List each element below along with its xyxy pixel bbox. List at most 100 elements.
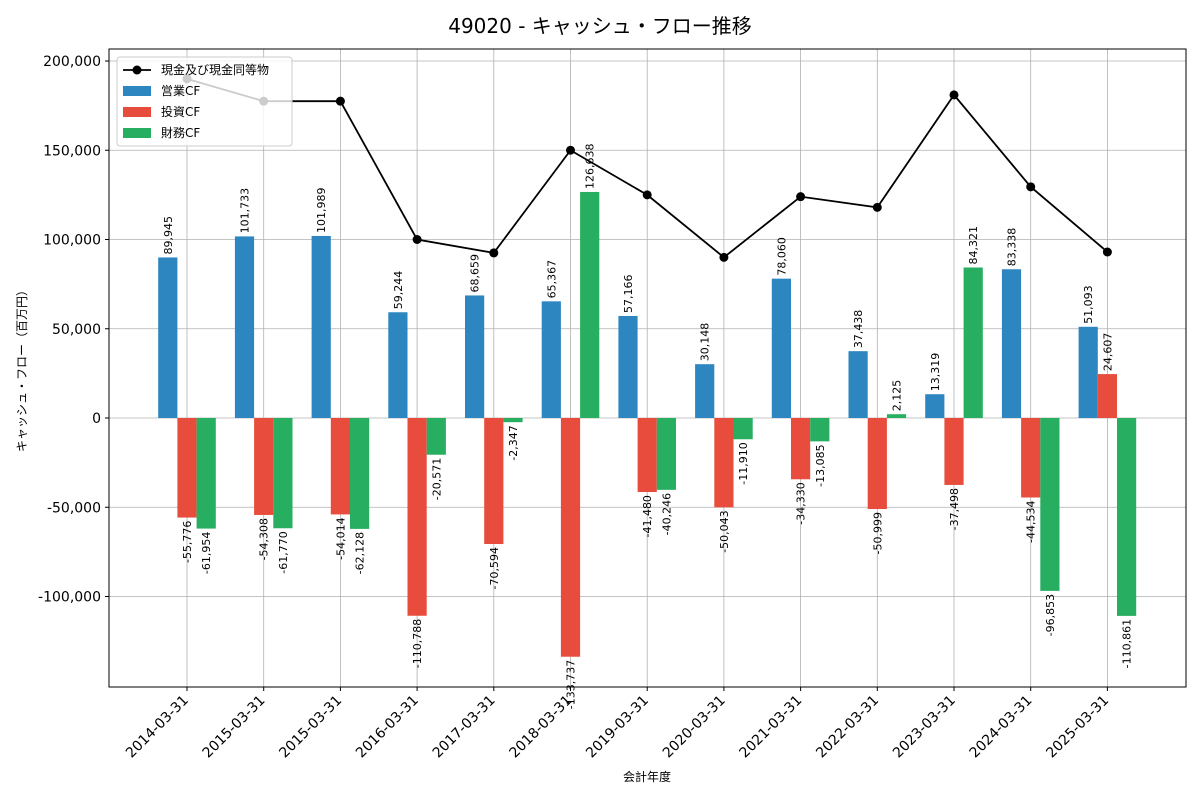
bar-value-label: 37,438 — [852, 310, 865, 349]
cash-line-point — [489, 248, 499, 258]
legend-label: 営業CF — [161, 84, 200, 98]
bar-value-label: 101,989 — [315, 187, 328, 233]
bar-value-label: 2,125 — [891, 380, 904, 412]
bar-value-label: -110,788 — [411, 619, 424, 668]
x-tick-label: 2015-03-31 — [200, 693, 269, 762]
x-tick-label: 2015-03-31 — [276, 693, 345, 762]
bar-value-label: 68,659 — [469, 254, 482, 292]
bar-value-label: -20,571 — [430, 458, 443, 500]
bar-value-label: -96,853 — [1044, 594, 1057, 636]
bar-value-label: 24,607 — [1101, 333, 1114, 372]
bar-value-label: -34,330 — [795, 482, 808, 524]
cash-line-point — [1102, 247, 1112, 257]
bar-営業CF — [234, 236, 255, 418]
legend-box — [116, 56, 293, 147]
bar-value-label: 84,321 — [967, 226, 980, 265]
bar-value-label: -41,480 — [641, 495, 654, 537]
bar-value-label: -70,594 — [488, 547, 501, 589]
bar-投資CF — [791, 418, 811, 480]
x-tick-label: 2019-03-31 — [583, 693, 652, 762]
bar-営業CF — [1078, 326, 1098, 418]
bar-営業CF — [541, 301, 561, 418]
bar-value-label: -54,308 — [258, 518, 271, 560]
bar-value-label: 65,367 — [545, 260, 558, 299]
legend-label: 現金及び現金同等物 — [161, 62, 269, 77]
x-tick-label: 2017-03-31 — [430, 693, 499, 762]
bar-value-label: 30,148 — [699, 323, 712, 362]
bar-value-label: -54,014 — [334, 517, 347, 559]
x-axis-title: 会計年度 — [623, 769, 671, 784]
bar-value-label: 89,945 — [162, 216, 175, 255]
bar-営業CF — [771, 278, 791, 418]
x-tick-label: 2021-03-31 — [737, 693, 806, 762]
bar-value-label: -61,954 — [200, 532, 213, 574]
bar-value-label: 101,733 — [239, 188, 252, 234]
cash-line-point — [949, 90, 959, 100]
bar-value-label: -11,910 — [737, 442, 750, 484]
x-tick-label: 2022-03-31 — [813, 693, 882, 762]
y-tick-label: -100,000 — [38, 590, 101, 606]
bar-value-label: -37,498 — [948, 488, 961, 530]
x-tick-label: 2018-03-31 — [506, 693, 575, 762]
y-tick-label: 150,000 — [43, 143, 101, 159]
bar-value-label: -13,085 — [814, 444, 827, 486]
y-tick-label: 50,000 — [52, 322, 101, 338]
bar-営業CF — [695, 364, 715, 418]
bar-財務CF — [886, 414, 907, 418]
bar-投資CF — [1097, 374, 1117, 418]
cash-line-point — [796, 192, 806, 202]
bar-value-label: 78,060 — [775, 237, 788, 276]
bar-投資CF — [637, 418, 657, 493]
bar-投資CF — [254, 418, 274, 515]
x-tick-label: 2024-03-31 — [967, 693, 1036, 762]
bar-投資CF — [714, 418, 734, 508]
cash-line-point — [872, 202, 882, 212]
bar-value-label: -61,770 — [277, 531, 290, 573]
y-axis: 200,000 150,000 100,000 50,000 0 -50,000 -100,… — [38, 54, 109, 606]
bar-営業CF — [1001, 269, 1022, 418]
bar-営業CF — [925, 394, 945, 418]
bar-営業CF — [465, 295, 485, 418]
bar-財務CF — [1117, 418, 1137, 616]
bar-財務CF — [426, 418, 446, 455]
bar-value-label: 51,093 — [1082, 285, 1095, 324]
bar-財務CF — [656, 418, 676, 490]
bar-value-label: -2,347 — [507, 425, 520, 460]
cash-line-point — [335, 96, 345, 106]
x-axis: 2014-03-31 2015-03-31 2015-03-31 2016-03-31… — [123, 687, 1112, 761]
legend-label: 財務CF — [161, 125, 200, 140]
bar-財務CF — [963, 267, 983, 418]
chart-title: 49020 - キャッシュ・フロー推移 — [448, 14, 752, 38]
legend-marker — [132, 65, 142, 75]
x-tick-label: 2020-03-31 — [660, 693, 729, 762]
bar-value-label: -50,999 — [871, 512, 884, 554]
bar-value-label: 83,338 — [1006, 228, 1019, 267]
bar-財務CF — [350, 418, 370, 529]
cash-line-point — [412, 235, 422, 244]
bar-営業CF — [311, 235, 331, 418]
bar-投資CF — [407, 418, 427, 616]
bar-value-label: 57,166 — [622, 274, 635, 313]
bar-財務CF — [273, 418, 293, 529]
legend-swatch — [123, 107, 151, 117]
x-tick-label: 2025-03-31 — [1043, 693, 1112, 762]
bar-投資CF — [560, 418, 581, 657]
legend-swatch — [123, 86, 151, 96]
bar-営業CF — [388, 312, 408, 418]
bar-labels: 89,945 101,733 101,989 59,244 68,659 65,367 57… — [162, 143, 1134, 709]
bar-財務CF — [196, 418, 216, 529]
bar-財務CF — [810, 418, 830, 442]
bar-財務CF — [503, 418, 523, 423]
y-axis-title: キャッシュ・フロー（百万円） — [15, 284, 29, 452]
y-tick-label: 0 — [92, 411, 101, 427]
y-tick-label: 100,000 — [43, 233, 101, 249]
x-tick-label: 2023-03-31 — [890, 693, 959, 762]
bar-value-label: 13,319 — [929, 353, 942, 392]
bar-営業CF — [618, 315, 638, 418]
bar-投資CF — [330, 418, 350, 515]
cash-line-point — [642, 190, 652, 200]
bar-value-label: -40,246 — [660, 493, 673, 535]
cash-line-point — [566, 145, 575, 155]
